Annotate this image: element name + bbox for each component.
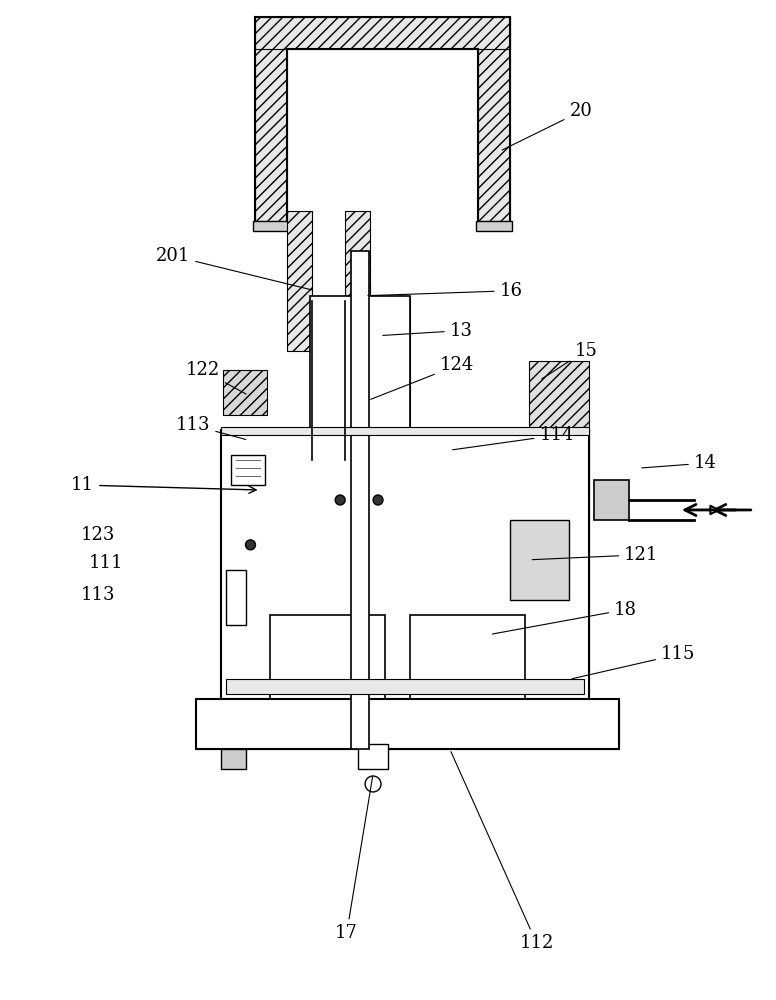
Ellipse shape — [286, 665, 304, 671]
Ellipse shape — [456, 647, 473, 654]
Ellipse shape — [421, 665, 438, 671]
Text: 11: 11 — [71, 476, 256, 494]
Ellipse shape — [421, 692, 438, 698]
Text: 113: 113 — [175, 416, 246, 439]
Bar — [345, 211, 370, 351]
Text: 18: 18 — [492, 601, 637, 634]
Ellipse shape — [321, 639, 339, 645]
Text: 124: 124 — [371, 356, 474, 399]
Ellipse shape — [456, 656, 473, 663]
Bar — [220, 430, 589, 500]
Ellipse shape — [286, 656, 304, 663]
Bar — [594, 480, 629, 520]
Ellipse shape — [421, 630, 438, 636]
Text: 112: 112 — [451, 752, 554, 952]
Circle shape — [335, 495, 345, 505]
Bar — [310, 296, 410, 430]
Ellipse shape — [456, 621, 473, 627]
Ellipse shape — [321, 683, 339, 689]
Ellipse shape — [286, 692, 304, 698]
Ellipse shape — [456, 665, 473, 671]
Ellipse shape — [456, 630, 473, 636]
Bar — [358, 744, 388, 769]
Bar — [529, 361, 589, 430]
Ellipse shape — [421, 639, 438, 645]
Ellipse shape — [286, 674, 304, 680]
Bar — [196, 699, 619, 749]
Bar — [220, 749, 245, 769]
Circle shape — [373, 495, 383, 505]
FancyArrowPatch shape — [715, 504, 751, 516]
Ellipse shape — [456, 639, 473, 645]
Ellipse shape — [456, 683, 473, 689]
Circle shape — [245, 540, 255, 550]
Ellipse shape — [286, 639, 304, 645]
Ellipse shape — [286, 683, 304, 689]
Text: 17: 17 — [335, 777, 372, 942]
Bar — [220, 430, 589, 699]
Bar — [510, 520, 570, 600]
Ellipse shape — [421, 647, 438, 654]
Bar — [230, 455, 265, 485]
Ellipse shape — [321, 621, 339, 627]
Bar — [254, 221, 289, 231]
Bar — [270, 615, 385, 704]
Text: 13: 13 — [383, 322, 473, 340]
Ellipse shape — [421, 683, 438, 689]
Text: 14: 14 — [642, 454, 717, 472]
Ellipse shape — [321, 630, 339, 636]
Bar — [478, 17, 510, 221]
Ellipse shape — [456, 674, 473, 680]
Bar — [255, 17, 287, 221]
Bar — [255, 17, 510, 49]
Text: 115: 115 — [572, 645, 695, 679]
Text: 15: 15 — [542, 342, 598, 379]
Bar — [226, 570, 245, 625]
Ellipse shape — [286, 647, 304, 654]
Text: 16: 16 — [368, 282, 522, 300]
Ellipse shape — [421, 656, 438, 663]
Bar — [226, 679, 584, 694]
Circle shape — [335, 336, 345, 346]
Ellipse shape — [321, 656, 339, 663]
Text: 20: 20 — [502, 102, 592, 150]
Circle shape — [514, 540, 525, 550]
Ellipse shape — [421, 621, 438, 627]
Ellipse shape — [321, 647, 339, 654]
Bar — [287, 211, 312, 351]
Bar — [312, 301, 345, 450]
Bar — [223, 370, 268, 415]
Ellipse shape — [321, 692, 339, 698]
Bar — [476, 221, 511, 231]
Text: 123: 123 — [81, 526, 116, 544]
Text: 121: 121 — [532, 546, 659, 564]
Text: 201: 201 — [156, 247, 313, 290]
Ellipse shape — [321, 674, 339, 680]
Ellipse shape — [321, 665, 339, 671]
Ellipse shape — [456, 692, 473, 698]
Bar — [351, 251, 369, 749]
Ellipse shape — [421, 674, 438, 680]
Text: 113: 113 — [81, 586, 116, 604]
Bar — [410, 615, 525, 704]
Ellipse shape — [286, 630, 304, 636]
Circle shape — [365, 776, 381, 792]
Bar — [310, 296, 410, 430]
Text: 122: 122 — [185, 361, 246, 394]
Circle shape — [373, 336, 383, 346]
Bar — [220, 430, 589, 699]
Text: 114: 114 — [452, 426, 573, 450]
Bar — [196, 699, 619, 749]
Ellipse shape — [286, 621, 304, 627]
Bar — [220, 427, 589, 435]
Text: 111: 111 — [89, 554, 123, 572]
